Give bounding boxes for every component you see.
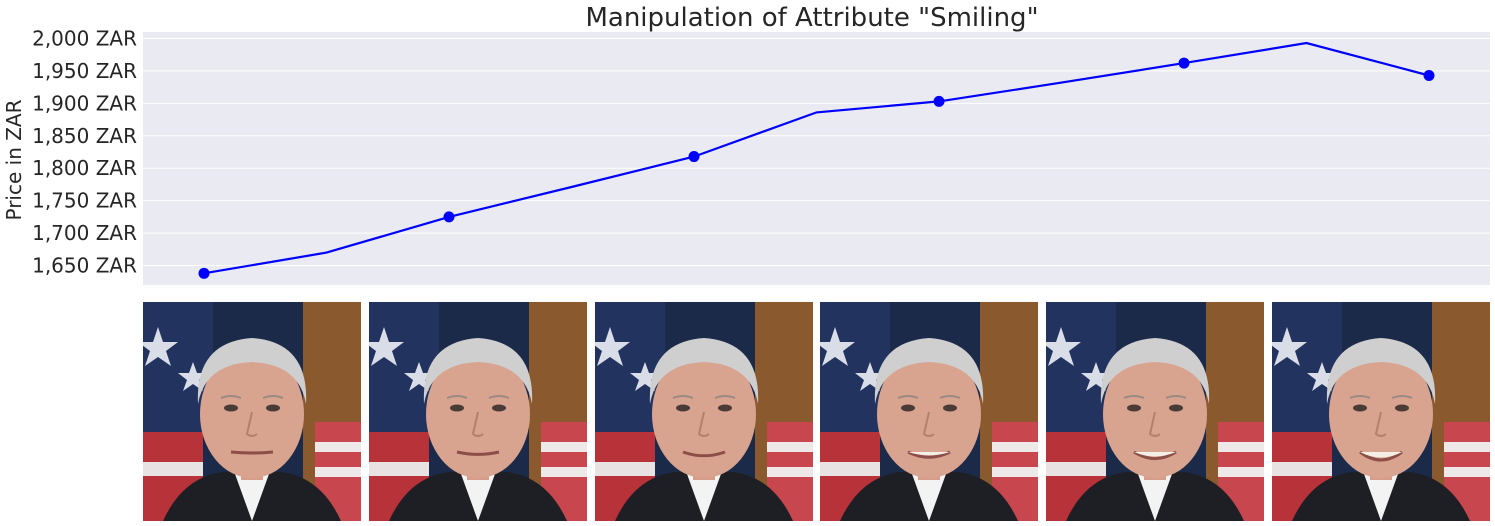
y-tick-label: 1,700 ZAR — [32, 221, 137, 245]
portrait-thumbnail — [1272, 302, 1490, 521]
y-tick-label: 1,950 ZAR — [32, 59, 137, 83]
grid-lines — [143, 37, 1490, 267]
data-point — [688, 151, 700, 163]
y-axis-label: Price in ZAR — [2, 99, 26, 220]
y-tick-label: 2,000 ZAR — [32, 26, 137, 50]
series-line — [203, 41, 1430, 275]
data-point — [933, 95, 945, 107]
portrait-thumbnail — [143, 302, 361, 521]
chart: Manipulation of Attribute "Smiling" 1,65… — [2, 3, 1490, 285]
chart-title: Manipulation of Attribute "Smiling" — [585, 3, 1038, 33]
y-tick-label: 1,750 ZAR — [32, 189, 137, 213]
y-tick-label: 1,800 ZAR — [32, 156, 137, 180]
y-tick-label: 1,650 ZAR — [32, 254, 137, 278]
data-point — [1423, 69, 1435, 81]
portrait-thumbnail — [1046, 302, 1265, 521]
data-point — [198, 267, 210, 279]
y-tick-labels: 1,650 ZAR 1,700 ZAR 1,750 ZAR 1,800 ZAR 1,85… — [32, 26, 137, 277]
data-point — [443, 211, 455, 223]
plot-area — [143, 32, 1490, 285]
data-point — [1178, 57, 1190, 69]
y-tick-label: 1,900 ZAR — [32, 91, 137, 115]
image-strip — [143, 302, 1490, 521]
portrait-thumbnail — [594, 302, 813, 521]
y-tick-label: 1,850 ZAR — [32, 124, 137, 148]
portrait-thumbnail — [820, 302, 1039, 521]
portrait-thumbnail — [368, 302, 587, 521]
series-markers — [198, 57, 1435, 279]
